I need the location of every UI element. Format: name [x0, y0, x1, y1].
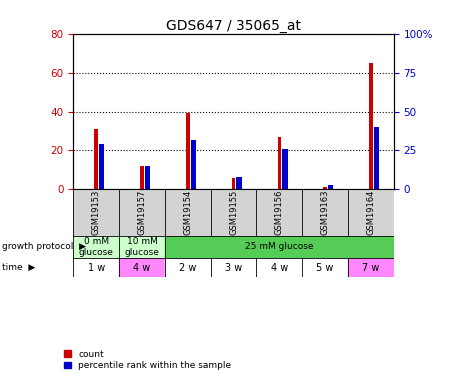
Bar — [99, 144, 104, 189]
Bar — [73, 189, 119, 236]
Bar — [191, 140, 196, 189]
Bar — [256, 189, 302, 236]
Text: GSM19154: GSM19154 — [183, 190, 192, 235]
Bar — [73, 258, 119, 278]
Bar — [165, 189, 211, 236]
Text: 0 mM
glucose: 0 mM glucose — [79, 237, 114, 256]
Bar — [145, 166, 150, 189]
Text: 3 w: 3 w — [225, 262, 242, 273]
Bar — [282, 149, 288, 189]
Text: 5 w: 5 w — [316, 262, 334, 273]
Bar — [348, 258, 394, 278]
Text: growth protocol  ▶: growth protocol ▶ — [2, 242, 86, 251]
Legend: count, percentile rank within the sample: count, percentile rank within the sample — [64, 350, 232, 370]
Bar — [369, 63, 373, 189]
Bar — [211, 258, 256, 278]
Bar — [186, 114, 190, 189]
Bar — [256, 258, 302, 278]
Bar — [348, 189, 394, 236]
Text: GSM19156: GSM19156 — [275, 190, 284, 236]
Text: 2 w: 2 w — [179, 262, 196, 273]
Text: 1 w: 1 w — [87, 262, 105, 273]
Bar — [119, 189, 165, 236]
Bar — [374, 127, 379, 189]
Bar — [211, 189, 256, 236]
Text: GSM19155: GSM19155 — [229, 190, 238, 235]
Bar — [302, 258, 348, 278]
Bar — [140, 166, 144, 189]
Bar — [119, 258, 165, 278]
Text: 25 mM glucose: 25 mM glucose — [245, 242, 314, 251]
Text: 4 w: 4 w — [271, 262, 288, 273]
Bar — [119, 236, 165, 258]
Text: GSM19157: GSM19157 — [137, 190, 147, 236]
Bar — [236, 177, 242, 189]
Bar — [278, 137, 281, 189]
Bar — [165, 236, 394, 258]
Text: 10 mM
glucose: 10 mM glucose — [125, 237, 159, 256]
Bar — [165, 258, 211, 278]
Text: 7 w: 7 w — [362, 262, 380, 273]
Bar — [328, 184, 333, 189]
Text: GSM19164: GSM19164 — [366, 190, 376, 236]
Text: GSM19163: GSM19163 — [321, 190, 330, 236]
Bar — [94, 129, 98, 189]
Text: 4 w: 4 w — [133, 262, 151, 273]
Text: GSM19153: GSM19153 — [92, 190, 101, 236]
Text: time  ▶: time ▶ — [2, 263, 36, 272]
Bar — [323, 188, 327, 189]
Bar — [232, 178, 235, 189]
Title: GDS647 / 35065_at: GDS647 / 35065_at — [166, 19, 301, 33]
Bar — [73, 236, 119, 258]
Bar — [302, 189, 348, 236]
